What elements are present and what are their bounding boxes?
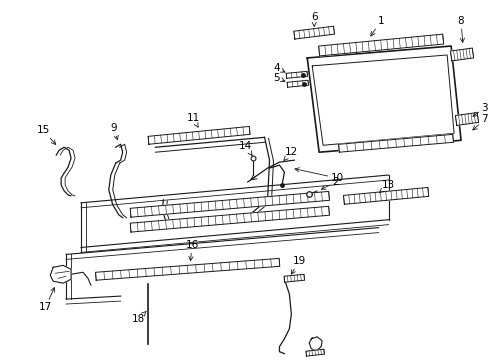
Text: 8: 8 xyxy=(457,16,464,42)
Text: 3: 3 xyxy=(472,103,487,116)
Text: 1: 1 xyxy=(370,16,383,36)
Polygon shape xyxy=(343,188,428,204)
Text: 11: 11 xyxy=(186,113,199,127)
Text: 6: 6 xyxy=(310,12,317,26)
Text: 9: 9 xyxy=(110,123,118,140)
Polygon shape xyxy=(286,80,308,87)
Polygon shape xyxy=(95,258,279,280)
Polygon shape xyxy=(284,274,304,282)
Polygon shape xyxy=(130,192,329,217)
Text: 5: 5 xyxy=(273,73,285,83)
Polygon shape xyxy=(293,26,334,39)
Polygon shape xyxy=(130,206,329,232)
Text: 4: 4 xyxy=(273,63,285,73)
Polygon shape xyxy=(285,71,307,78)
Text: 19: 19 xyxy=(291,256,305,274)
Polygon shape xyxy=(50,265,71,283)
Text: 10: 10 xyxy=(294,168,343,183)
Text: 12: 12 xyxy=(284,147,297,161)
Text: 18: 18 xyxy=(132,311,146,324)
Polygon shape xyxy=(318,34,443,56)
Polygon shape xyxy=(148,126,249,144)
Polygon shape xyxy=(338,134,452,152)
Text: 7: 7 xyxy=(472,114,487,130)
Text: 16: 16 xyxy=(185,240,198,261)
Text: 15: 15 xyxy=(37,125,56,144)
Text: 17: 17 xyxy=(39,288,55,312)
Text: 13: 13 xyxy=(378,180,394,193)
Text: 14: 14 xyxy=(239,141,252,156)
Text: 2: 2 xyxy=(321,177,339,189)
Polygon shape xyxy=(454,113,478,125)
Polygon shape xyxy=(305,349,324,356)
Polygon shape xyxy=(449,48,473,61)
